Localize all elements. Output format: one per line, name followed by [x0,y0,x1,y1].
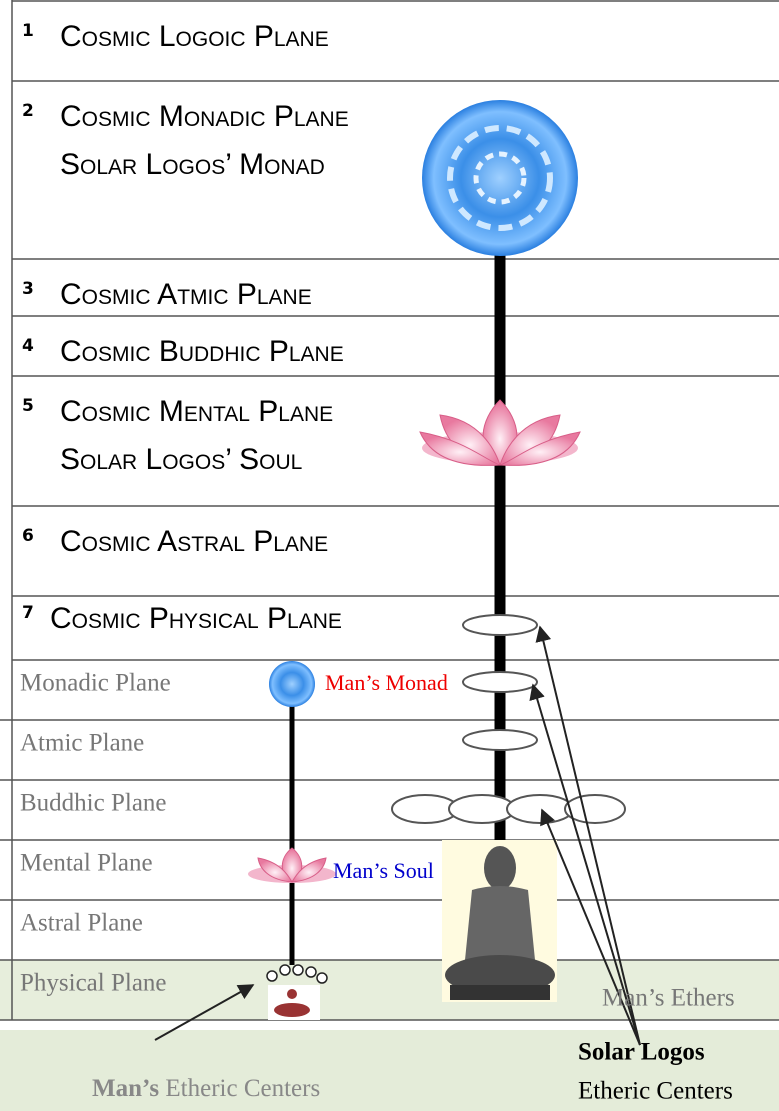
plane-number: 1 [22,21,34,41]
cosmic-plane-name: Cosmic Physical Plane [50,602,342,635]
plane-number: 5 [22,396,34,416]
plane-number: 6 [22,526,34,546]
cosmic-plane-name: Cosmic Logoic Plane [60,20,329,53]
solar-soul-lotus [420,400,580,465]
cosmic-plane-name: Cosmic Buddhic Plane [60,335,344,368]
cosmic-plane-name: Cosmic Mental Plane [60,395,333,428]
solar-monad [422,100,578,256]
cosmic-plane-note: Solar Logos’ Soul [60,443,302,476]
diagram: Man’s Monad Man’s Soul Man’s Ethers Sola… [0,0,779,1111]
plane-name: Atmic Plane [20,730,144,757]
cosmic-plane-name: Cosmic Astral Plane [60,525,328,558]
mans-monad-label: Man’s Monad [325,670,448,695]
plane-number: 4 [22,336,34,356]
plane-number: 2 [22,101,34,121]
solar-logos-label: Solar Logos [578,1039,705,1066]
mans-soul-label: Man’s Soul [333,858,434,883]
plane-name: Buddhic Plane [20,790,167,817]
plane-name: Physical Plane [20,970,167,997]
mans-word: Man’s [92,1075,159,1102]
man-centers-text: Etheric Centers [165,1075,320,1102]
man-centers-label: Man’s Etheric Centers [92,1075,320,1102]
plane-name: Astral Plane [20,910,143,937]
plane-number: 3 [22,279,34,299]
texts: Man’s Monad Man’s Soul Man’s Ethers Sola… [20,20,735,1105]
plane-number: 7 [22,603,34,623]
mans-ethers-label: Man’s Ethers [602,985,735,1012]
man-soul-lotus [248,848,336,883]
man-figure [268,985,320,1020]
man-monad [269,661,315,707]
cosmic-plane-note: Solar Logos’ Monad [60,148,325,181]
plane-name: Monadic Plane [20,670,171,697]
solar-etheric-centers [392,615,625,823]
solar-centers-label: Etheric Centers [578,1078,733,1105]
plane-name: Mental Plane [20,850,153,877]
buddha-figure [442,840,557,1002]
cosmic-plane-name: Cosmic Monadic Plane [60,100,349,133]
cosmic-plane-name: Cosmic Atmic Plane [60,278,312,311]
